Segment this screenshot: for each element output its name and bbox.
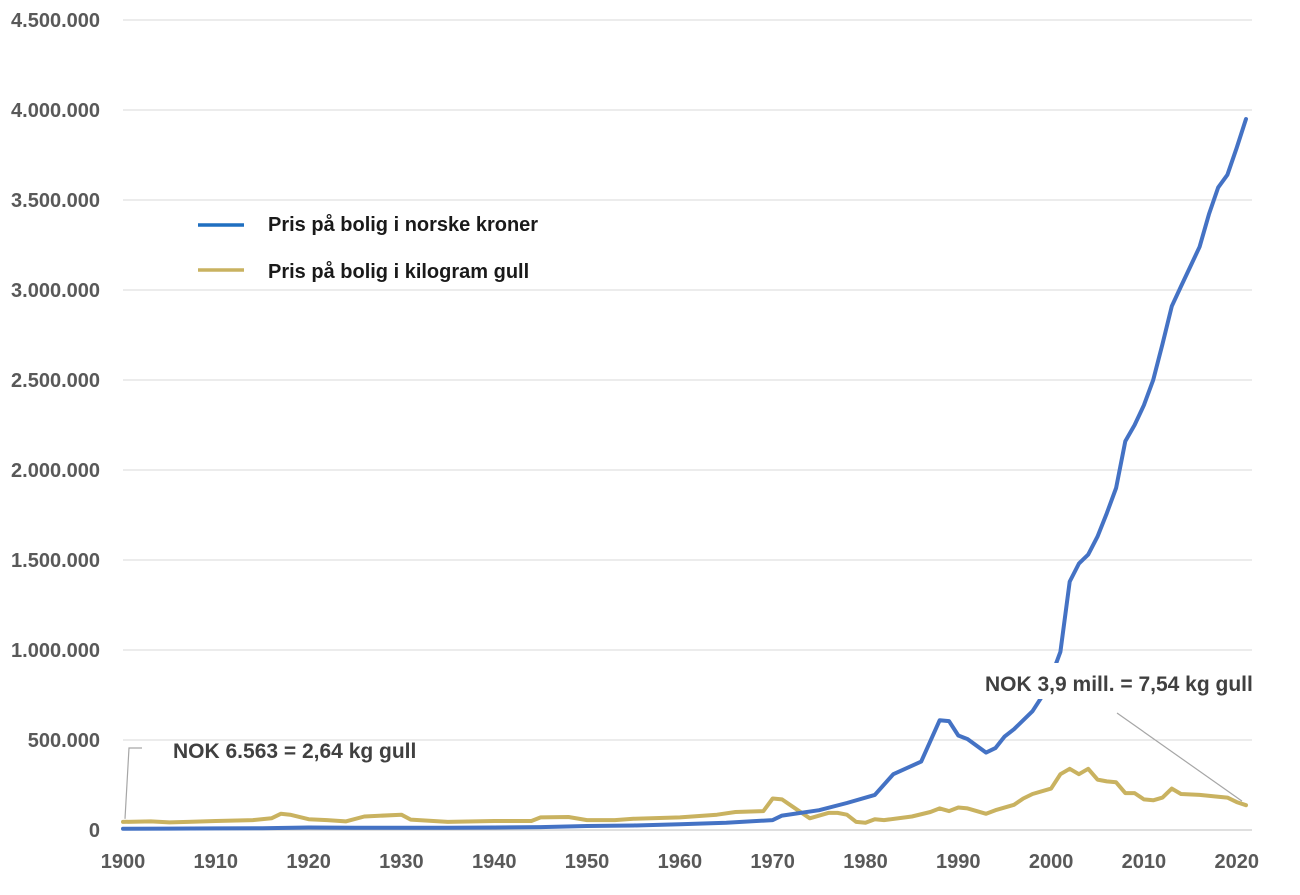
series-lines — [121, 117, 1248, 831]
x-tick-label: 1920 — [286, 851, 331, 873]
x-tick-label: 1940 — [472, 851, 517, 873]
y-tick-label: 3.000.000 — [11, 280, 100, 302]
legend-label-gold: Pris på bolig i kilogram gull — [268, 260, 529, 283]
x-tick-label: 2020 — [1214, 851, 1259, 873]
y-tick-label: 0 — [89, 820, 100, 842]
legend-label-nok: Pris på bolig i norske kroner — [268, 213, 538, 236]
x-tick-label: 1960 — [658, 851, 703, 873]
x-axis-tick-labels: 1900 1910 1920 1930 1940 1950 1960 1970 1980 1990… — [101, 851, 1259, 873]
x-tick-label: 1950 — [565, 851, 610, 873]
y-tick-label: 2.000.000 — [11, 460, 100, 482]
y-tick-label: 2.500.000 — [11, 370, 100, 392]
y-tick-label: 4.000.000 — [11, 100, 100, 122]
legend-item-gold: Pris på bolig i kilogram gull — [198, 260, 529, 283]
legend: Pris på bolig i norske kroner Pris på bo… — [198, 213, 538, 283]
y-tick-label: 500.000 — [28, 730, 100, 752]
gridlines — [123, 19, 1252, 831]
annotation-left-label: NOK 6.563 = 2,64 kg gull — [173, 740, 416, 763]
series-line-gold — [121, 766, 1248, 825]
y-tick-label: 3.500.000 — [11, 190, 100, 212]
annotation-left: NOK 6.563 = 2,64 kg gull — [124, 740, 416, 819]
annotation-left-leader-line — [124, 747, 142, 819]
y-tick-label: 1.000.000 — [11, 640, 100, 662]
annotations: NOK 6.563 = 2,64 kg gull NOK 3,9 mill. =… — [124, 663, 1253, 819]
annotation-right: NOK 3,9 mill. = 7,54 kg gull — [975, 663, 1253, 802]
x-tick-label: 1930 — [379, 851, 424, 873]
y-tick-label: 1.500.000 — [11, 550, 100, 572]
x-tick-label: 2010 — [1122, 851, 1167, 873]
y-axis-tick-labels: 0 500.000 1.000.000 1.500.000 2.000.000 2.500… — [11, 10, 100, 842]
x-tick-label: 2000 — [1029, 851, 1074, 873]
y-tick-label: 4.500.000 — [11, 10, 100, 32]
x-tick-label: 1900 — [101, 851, 146, 873]
x-tick-label: 1980 — [843, 851, 888, 873]
x-tick-label: 1910 — [194, 851, 239, 873]
annotation-right-leader-line — [1116, 712, 1243, 802]
x-tick-label: 1970 — [750, 851, 795, 873]
series-line-nok — [121, 117, 1248, 831]
legend-item-nok: Pris på bolig i norske kroner — [198, 213, 538, 236]
x-tick-label: 1990 — [936, 851, 981, 873]
annotation-right-label: NOK 3,9 mill. = 7,54 kg gull — [985, 673, 1253, 696]
